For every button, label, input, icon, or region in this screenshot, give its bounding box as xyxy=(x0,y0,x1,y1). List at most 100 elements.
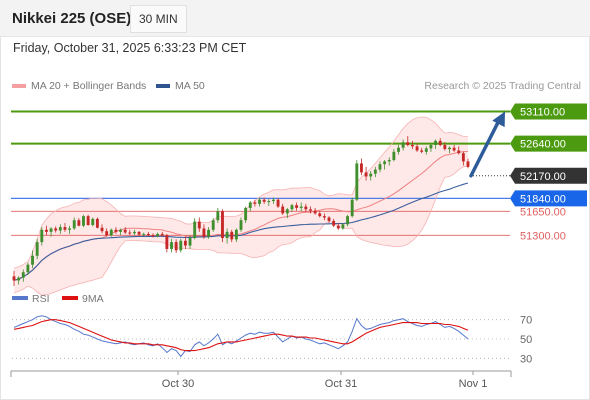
candle-body xyxy=(35,242,39,256)
projection-arrow-shaft xyxy=(469,118,501,178)
rsi-tick-label: 30 xyxy=(520,353,532,365)
candle-body xyxy=(54,228,58,231)
level-label-current: 52170.00 xyxy=(520,171,566,183)
rsi-legend-label: RSI xyxy=(32,293,50,305)
ma20-swatch xyxy=(12,84,26,89)
candle-body xyxy=(267,201,271,203)
candle-body xyxy=(133,231,136,234)
candle-body xyxy=(410,144,414,147)
candle-body xyxy=(68,228,72,230)
candle-body xyxy=(364,172,368,177)
candle-body xyxy=(105,231,109,236)
candle-body xyxy=(438,140,442,145)
bollinger-band-fill xyxy=(14,116,468,296)
candle-body xyxy=(114,229,118,232)
candle-body xyxy=(109,229,113,236)
candle-body xyxy=(183,240,187,246)
candle-body xyxy=(207,229,211,237)
candle-body xyxy=(123,229,127,233)
candle-body xyxy=(193,221,197,239)
candle-body xyxy=(276,199,280,207)
candle-body xyxy=(179,240,183,251)
candle-body xyxy=(216,211,220,221)
candle-body xyxy=(146,233,150,236)
candle-body xyxy=(63,227,67,230)
legend-ma50: MA 50 xyxy=(156,80,205,92)
research-credit: Research © 2025 Trading Central xyxy=(424,80,581,92)
candle-body xyxy=(406,142,410,145)
candle-body xyxy=(202,228,206,237)
candle-body xyxy=(373,169,377,174)
candle-body xyxy=(40,229,44,243)
bollinger-upper-line xyxy=(13,116,469,269)
legend-ma20-label: MA 20 + Bollinger Bands xyxy=(31,80,147,92)
candle-body xyxy=(299,206,303,208)
candle-body xyxy=(415,146,419,151)
candle-body xyxy=(295,205,299,208)
candle-body xyxy=(346,216,349,225)
candle-body xyxy=(332,220,336,226)
candle-body xyxy=(290,205,294,210)
candle-body xyxy=(258,199,261,204)
candle-body xyxy=(221,211,224,239)
candle-body xyxy=(401,142,405,148)
candle-body xyxy=(26,264,30,273)
candle-body xyxy=(82,216,85,226)
candle-body xyxy=(49,228,53,232)
candle-body xyxy=(142,233,146,235)
candle-body xyxy=(424,148,428,152)
candle-body xyxy=(119,229,122,232)
candle-body xyxy=(21,272,25,278)
legend-ma50-label: MA 50 xyxy=(175,80,205,92)
candle-body xyxy=(448,147,451,150)
level-label-support: 51840.00 xyxy=(520,193,566,205)
candle-body xyxy=(429,144,433,149)
ma50-line xyxy=(13,182,469,281)
level-label-resistance: 53110.00 xyxy=(520,106,565,118)
candle-body xyxy=(12,276,16,281)
candle-body xyxy=(397,147,400,152)
candle-body xyxy=(461,153,465,162)
candle-body xyxy=(58,227,62,231)
candle-body xyxy=(239,220,243,230)
candle-body xyxy=(350,199,354,217)
rsi-ma-legend-label: 9MA xyxy=(82,293,104,305)
x-tick-label: Nov 1 xyxy=(459,378,488,390)
candle-body xyxy=(165,235,169,249)
candle-body xyxy=(383,161,387,165)
candle-body xyxy=(44,229,48,232)
candle-body xyxy=(160,233,164,236)
candle-body xyxy=(197,221,201,229)
candle-body xyxy=(137,231,141,235)
candle-body xyxy=(378,164,382,170)
rsi-legend-swatch xyxy=(12,296,28,300)
candle-body xyxy=(248,202,252,208)
instrument-title: Nikkei 225 (OSE) xyxy=(12,10,132,27)
candle-body xyxy=(360,163,363,173)
candle-body xyxy=(230,231,234,240)
candle-body xyxy=(234,229,238,240)
candle-body xyxy=(262,199,266,202)
level-label: 51650.00 xyxy=(520,206,566,218)
rsi-line xyxy=(13,315,469,358)
candle-body xyxy=(170,242,173,249)
candle-body xyxy=(336,225,340,229)
candle-body xyxy=(100,227,104,232)
candle-body xyxy=(281,206,285,214)
interval-selector[interactable]: 30 MIN xyxy=(130,5,187,33)
candle-body xyxy=(452,147,456,151)
candle-body xyxy=(77,220,81,226)
candle-body xyxy=(322,216,326,218)
candle-body xyxy=(156,233,160,236)
candle-body xyxy=(369,173,373,177)
rsi-tick-label: 50 xyxy=(520,334,532,346)
rsi-tick-label: 70 xyxy=(520,315,532,327)
candle-body xyxy=(225,231,229,239)
candle-body xyxy=(355,163,359,200)
chart-header: Nikkei 225 (OSE) 30 MIN xyxy=(0,0,590,37)
bollinger-lower-line xyxy=(13,165,469,296)
candle-body xyxy=(313,210,317,214)
candle-body xyxy=(95,218,99,228)
candle-body xyxy=(211,220,215,230)
